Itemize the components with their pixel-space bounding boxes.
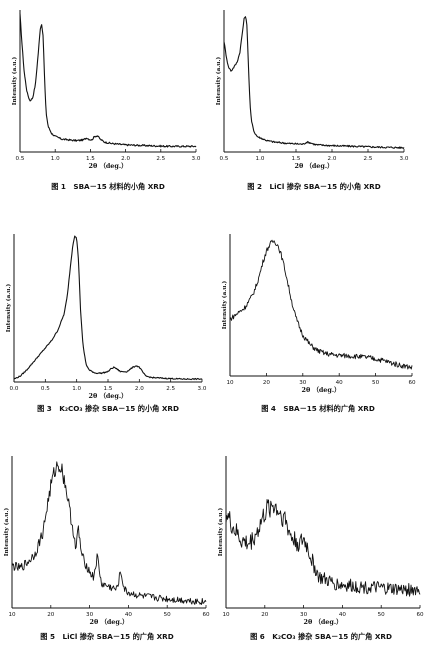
figure-6-caption: 图 6 K₂CO₃ 掺杂 SBA－15 的广角 XRD [250, 632, 392, 641]
x-tick-label: 20 [263, 380, 271, 386]
x-tick-label: 2.5 [156, 156, 165, 162]
x-tick-label: 10 [222, 612, 230, 618]
figure-4-chart: 10 20 30 40 50 60 2θ （deg.） Intensity (a.u.) [221, 234, 416, 394]
x-tick-label: 60 [408, 380, 416, 386]
x-tick-label: 3.0 [192, 156, 201, 162]
x-tick-label: 3.0 [198, 386, 207, 392]
figure-3-caption: 图 3 K₂CO₃ 掺杂 SBA－15 的小角 XRD [37, 404, 179, 413]
x-tick-label: 20 [47, 612, 55, 618]
x-tick-label: 0.5 [41, 386, 50, 392]
x-tick-label: 2.0 [328, 156, 337, 162]
x-tick-label: 1.5 [86, 156, 95, 162]
figure-5-chart: 10 20 30 40 50 60 2θ （deg.） Intensity (a.u.) [3, 456, 210, 626]
x-tick-label: 0.5 [16, 156, 25, 162]
x-axis-label: 2θ （deg.） [89, 162, 128, 170]
x-tick-label: 2.0 [135, 386, 144, 392]
x-axis-label: 2θ （deg.） [304, 618, 343, 626]
xrd-pattern-line [229, 239, 413, 370]
x-tick-label: 60 [416, 612, 424, 618]
y-axis-label: Intensity (a.u.) [5, 283, 12, 332]
x-axis-label: 2θ （deg.） [90, 618, 129, 626]
x-tick-label: 0.5 [220, 156, 229, 162]
x-tick-label: 1.5 [292, 156, 301, 162]
y-axis-label: Intensity (a.u.) [217, 507, 224, 556]
x-tick-label: 60 [202, 612, 210, 618]
x-tick-label: 20 [261, 612, 269, 618]
figure-5-caption: 图 5 LiCl 掺杂 SBA－15 的广角 XRD [40, 632, 174, 641]
x-tick-label: 1.0 [256, 156, 265, 162]
y-axis-label: Intensity (a.u.) [3, 507, 10, 556]
figure-4-caption: 图 4 SBA－15 材料的广角 XRD [261, 404, 375, 413]
x-tick-label: 1.0 [72, 386, 81, 392]
x-tick-label: 50 [378, 612, 386, 618]
y-axis-label: Intensity (a.u.) [221, 280, 228, 329]
x-tick-label: 10 [8, 612, 16, 618]
figure-6-wide-angle-xrd-k2co3: 10 20 30 40 50 60 2θ （deg.） Intensity (a.u.) 图 … [217, 452, 424, 652]
x-tick-label: 10 [226, 380, 234, 386]
xrd-pattern-line [11, 461, 207, 605]
figure-1-small-angle-xrd-sba15: 0.5 1.0 1.5 2.0 2.5 3.0 2θ （deg.） Intensity (a.… [8, 4, 208, 194]
figure-3-chart: 0.0 0.5 1.0 1.5 2.0 2.5 3.0 2θ （deg.） Intensity … [5, 234, 207, 400]
x-tick-label: 50 [164, 612, 172, 618]
figure-3-small-angle-xrd-k2co3: 0.0 0.5 1.0 1.5 2.0 2.5 3.0 2θ （deg.） Intensity … [5, 228, 208, 418]
x-tick-label: 2.5 [364, 156, 373, 162]
figure-5-wide-angle-xrd-licl: 10 20 30 40 50 60 2θ （deg.） Intensity (a.u.) 图 … [3, 452, 210, 652]
x-tick-label: 1.0 [51, 156, 60, 162]
figure-6-chart: 10 20 30 40 50 60 2θ （deg.） Intensity (a.u.) [217, 456, 424, 626]
xrd-pattern-line [225, 499, 421, 597]
x-tick-label: 30 [299, 380, 307, 386]
x-tick-label: 3.0 [400, 156, 409, 162]
figure-4-wide-angle-xrd-sba15: 10 20 30 40 50 60 2θ （deg.） Intensity (a.u.) 图 … [218, 228, 418, 418]
x-axis-label: 2θ （deg.） [302, 386, 341, 394]
figure-1-caption: 图 1 SBA－15 材料的小角 XRD [51, 182, 165, 191]
xrd-pattern-line [223, 16, 405, 150]
x-tick-label: 30 [86, 612, 94, 618]
figure-2-chart: 0.5 1.0 1.5 2.0 2.5 3.0 2θ （deg.） Intensity (a.… [215, 10, 409, 170]
x-axis-label: 2θ （deg.） [89, 392, 128, 400]
x-tick-label: 0.0 [10, 386, 19, 392]
x-tick-label: 30 [300, 612, 308, 618]
x-tick-label: 1.5 [104, 386, 113, 392]
figure-2-caption: 图 2 LiCl 掺杂 SBA－15 的小角 XRD [247, 182, 381, 191]
x-tick-label: 40 [339, 612, 347, 618]
x-tick-label: 40 [125, 612, 133, 618]
x-tick-label: 40 [336, 380, 344, 386]
xrd-pattern-line [13, 235, 203, 381]
x-tick-label: 2.0 [121, 156, 130, 162]
figure-2-small-angle-xrd-licl: 0.5 1.0 1.5 2.0 2.5 3.0 2θ （deg.） Intensity (a.… [214, 4, 414, 194]
y-axis-label: Intensity (a.u.) [11, 56, 18, 105]
x-tick-label: 50 [372, 380, 380, 386]
x-tick-label: 2.5 [166, 386, 175, 392]
y-axis-label: Intensity (a.u.) [215, 56, 222, 105]
x-axis-label: 2θ （deg.） [295, 162, 334, 170]
xrd-pattern-line [19, 13, 197, 148]
figure-1-chart: 0.5 1.0 1.5 2.0 2.5 3.0 2θ （deg.） Intensity (a.… [11, 10, 201, 170]
